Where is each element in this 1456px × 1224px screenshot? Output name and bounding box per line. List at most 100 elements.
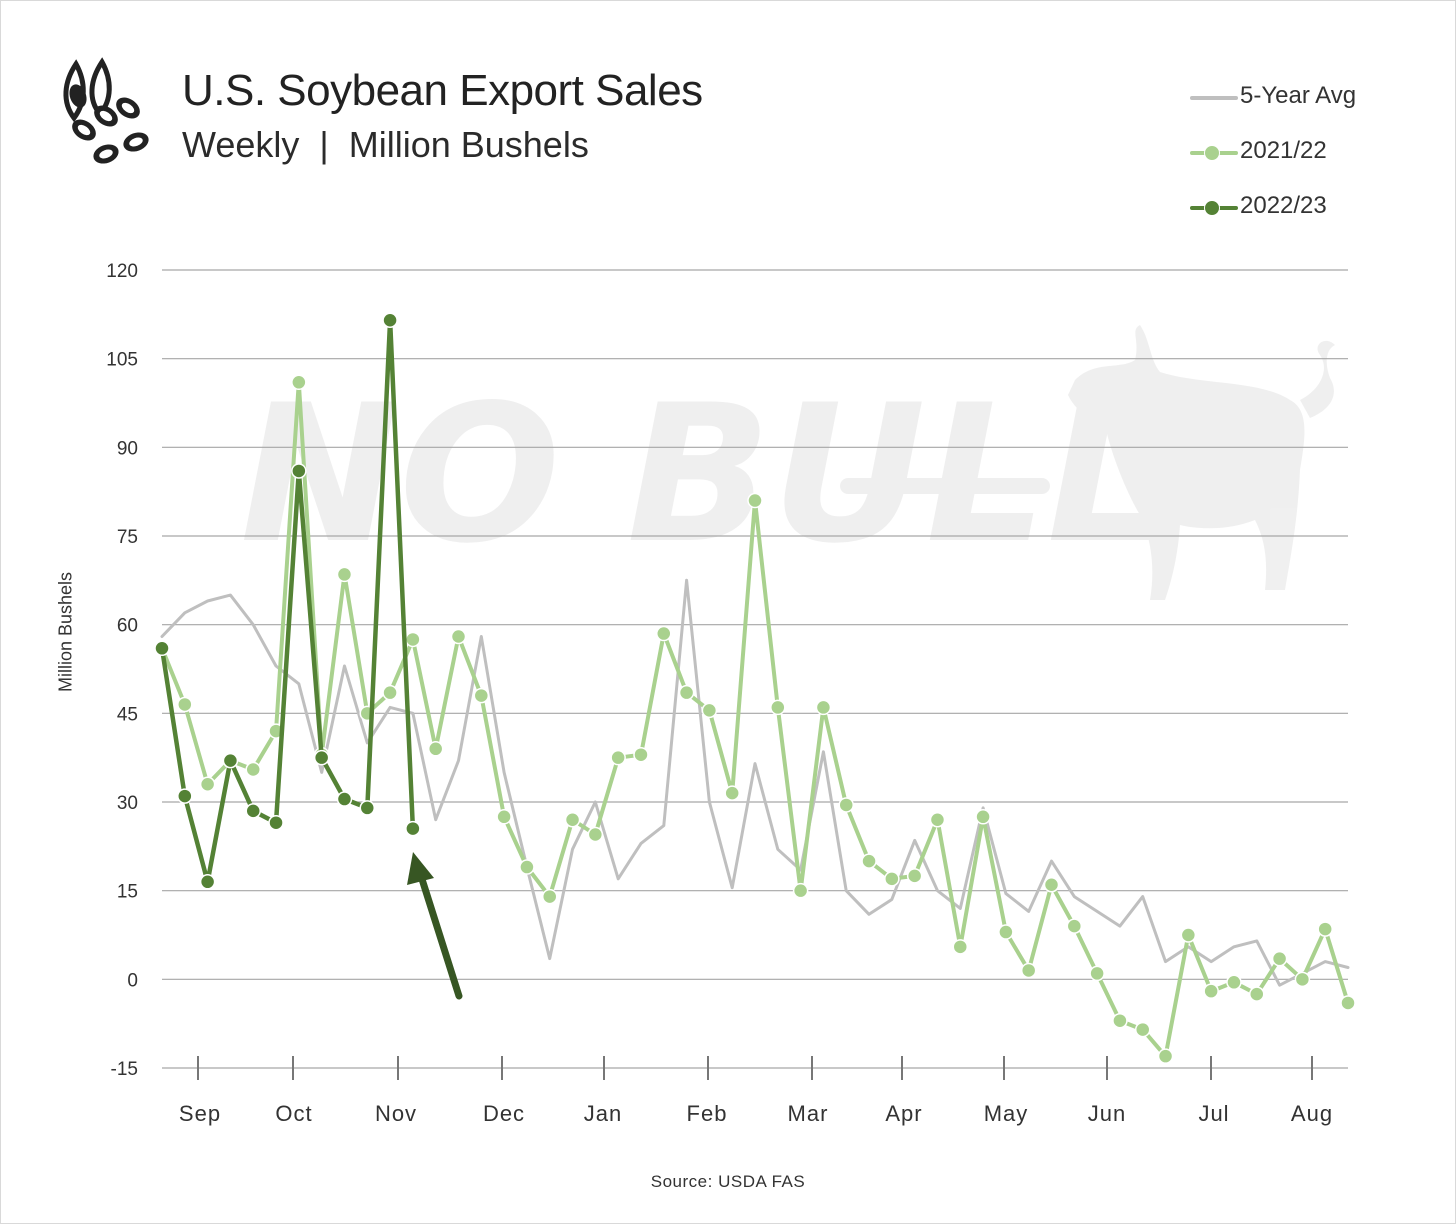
data-point [906, 868, 923, 884]
data-point [1294, 971, 1311, 988]
y-tick-label: 0 [127, 970, 138, 991]
data-point [564, 811, 581, 828]
x-tick-label: Nov [375, 1101, 417, 1126]
x-tick-label: May [984, 1101, 1029, 1126]
data-point [952, 939, 969, 955]
y-tick-label: 75 [117, 527, 138, 548]
data-point [427, 741, 444, 757]
arrow-head [407, 852, 434, 885]
x-tick-label: Jul [1198, 1101, 1229, 1126]
data-point [792, 882, 809, 899]
data-point [1066, 918, 1083, 934]
legend-label-5yr: 5-Year Avg [1240, 82, 1357, 109]
data-point [1203, 983, 1219, 999]
data-point [336, 791, 353, 807]
y-tick-label: 45 [117, 704, 138, 725]
data-point [245, 761, 261, 778]
y-tick-label: 60 [117, 616, 138, 637]
data-point [359, 800, 376, 816]
data-point [199, 776, 216, 793]
data-point [747, 492, 763, 509]
data-point [610, 749, 626, 766]
data-point [291, 463, 307, 479]
chart-subtitle: Weekly | Million Bushels [182, 124, 589, 165]
data-point [884, 871, 900, 887]
series-line [160, 578, 1350, 987]
legend-line-5yr [1190, 96, 1238, 100]
data-point [222, 752, 239, 769]
x-tick-label: Mar [788, 1101, 829, 1126]
watermark: NO BULL [240, 325, 1335, 600]
y-tick-label: -15 [111, 1059, 138, 1080]
data-point [405, 631, 421, 648]
data-point [450, 628, 467, 645]
data-point [701, 702, 718, 719]
data-point [587, 826, 604, 843]
x-tick-label: Dec [483, 1101, 525, 1126]
chart-title: U.S. Soybean Export Sales [182, 66, 703, 115]
data-point [473, 687, 490, 704]
data-point [382, 312, 398, 328]
data-point [1271, 950, 1288, 967]
data-point [656, 625, 672, 642]
data-point [336, 566, 353, 583]
data-point [1226, 974, 1242, 991]
data-point [519, 859, 535, 875]
data-point [405, 820, 421, 837]
series-line [159, 317, 416, 885]
legend-item-2021-22: 2021/22 [1186, 135, 1436, 190]
legend-item-5yr: 5-Year Avg [1186, 80, 1436, 135]
series-2 [154, 312, 421, 890]
data-point [998, 924, 1014, 940]
data-point [1089, 965, 1105, 982]
data-point [382, 684, 398, 701]
data-point [838, 797, 854, 813]
series-layer [154, 312, 1356, 1064]
arrow-annotation [407, 852, 463, 1000]
legend-label-2022-23: 2022/23 [1240, 192, 1327, 219]
soybean-pod-icon [63, 57, 149, 164]
x-tick-label: Oct [275, 1101, 312, 1126]
data-point [313, 749, 330, 766]
data-point [1112, 1012, 1128, 1029]
data-point [1043, 877, 1060, 893]
legend-item-2022-23: 2022/23 [1186, 190, 1436, 245]
legend-label-2021-22: 2021/22 [1240, 137, 1327, 164]
x-tick-label: Jan [584, 1101, 622, 1126]
y-tick-label: 15 [117, 882, 138, 903]
arrow-shaft [417, 872, 463, 1000]
y-tick-label: 105 [106, 350, 138, 371]
y-tick-label: 90 [117, 438, 138, 459]
data-point [678, 684, 695, 701]
y-tick-label: 120 [106, 261, 138, 282]
data-point [1134, 1021, 1151, 1038]
series-0 [160, 578, 1350, 987]
data-point [199, 874, 216, 890]
data-point [724, 785, 740, 801]
data-point [770, 699, 786, 716]
bull-icon [1068, 325, 1335, 600]
data-point [1249, 986, 1265, 1002]
data-point [975, 809, 991, 825]
x-tick-label: Aug [1291, 1101, 1333, 1126]
data-point [929, 811, 946, 828]
source-note: Source: USDA FAS [650, 1172, 806, 1191]
data-point [1157, 1048, 1174, 1064]
data-point [291, 374, 307, 391]
data-point [496, 809, 512, 825]
watermark-dash [840, 478, 1050, 494]
data-point [633, 746, 649, 763]
x-tick-label: Jun [1088, 1101, 1126, 1126]
x-tick-label: Sep [179, 1101, 221, 1126]
chart-grid: -15 0 15 30 45 60 75 90 105 120 [106, 261, 1348, 1080]
data-point [1020, 962, 1037, 979]
data-point [177, 788, 193, 804]
data-point [177, 696, 193, 713]
chart-legend: 5-Year Avg 2021/22 2022/23 [1186, 80, 1436, 245]
x-tick-label: Feb [687, 1101, 728, 1126]
y-tick-label: 30 [117, 793, 138, 814]
data-point [1317, 921, 1333, 937]
data-point [861, 853, 877, 869]
x-tick-label: Apr [885, 1101, 922, 1126]
